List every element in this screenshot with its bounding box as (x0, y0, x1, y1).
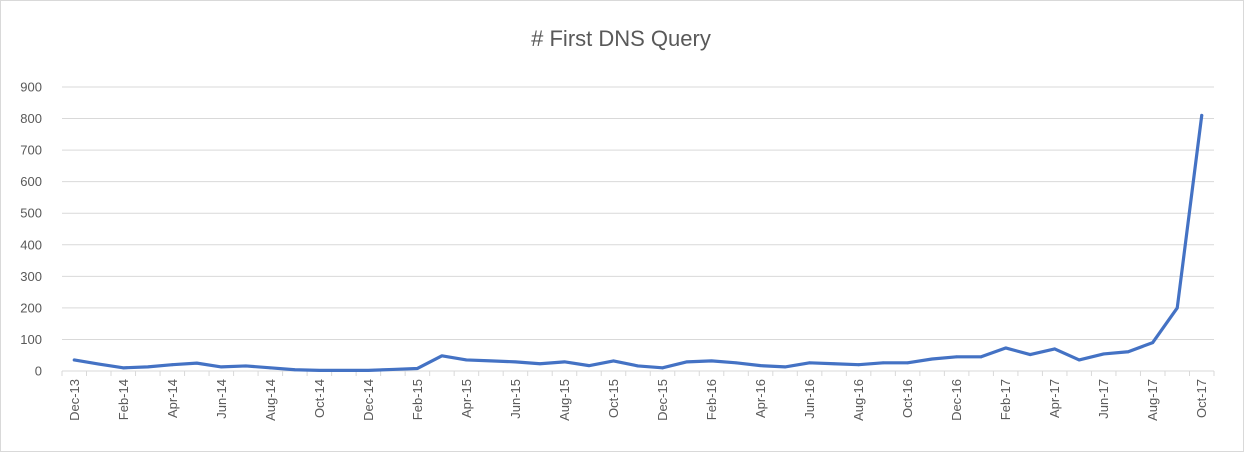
x-tick-label: Dec-16 (949, 379, 964, 421)
y-tick-label: 800 (20, 111, 42, 126)
data-point (1175, 306, 1179, 310)
data-point (685, 360, 689, 364)
y-tick-label: 0 (35, 364, 42, 379)
y-tick-label: 700 (20, 143, 42, 158)
data-point (906, 361, 910, 365)
x-tick-label: Jun-14 (214, 379, 229, 419)
x-tick-label: Feb-14 (116, 379, 131, 420)
x-tick-label: Aug-14 (263, 379, 278, 421)
x-tick-label: Apr-14 (165, 379, 180, 418)
y-tick-label: 400 (20, 237, 42, 252)
data-point (366, 368, 370, 372)
y-tick-label: 200 (20, 300, 42, 315)
data-point (195, 361, 199, 365)
data-point (979, 355, 983, 359)
chart-title: # First DNS Query (531, 26, 711, 51)
data-point (72, 358, 76, 362)
y-tick-label: 500 (20, 206, 42, 221)
data-point (538, 362, 542, 366)
data-point (342, 368, 346, 372)
data-point (734, 361, 738, 365)
data-point (710, 359, 713, 363)
data-point (219, 365, 223, 369)
series-layer (72, 113, 1204, 372)
data-point (930, 357, 934, 361)
data-point (416, 367, 419, 370)
data-point (563, 360, 566, 364)
x-tick-label: Apr-16 (753, 379, 768, 418)
data-point (808, 361, 811, 365)
x-tick-label: Apr-15 (459, 379, 474, 418)
y-tick-label: 300 (20, 269, 42, 284)
data-point (489, 359, 493, 363)
data-point (1102, 352, 1106, 356)
data-point (1151, 341, 1155, 344)
x-tick-label: Aug-17 (1145, 379, 1160, 421)
y-axis: 0 100 200 300 400 500 600 700 800 900 (20, 80, 42, 379)
data-point (1200, 114, 1204, 117)
x-tick-label: Dec-13 (67, 379, 82, 421)
data-point (391, 368, 395, 371)
x-tick-label: Dec-14 (361, 379, 376, 421)
data-point (1028, 353, 1032, 356)
data-point (1004, 346, 1008, 350)
data-point (146, 365, 150, 369)
x-tick-label: Aug-16 (851, 379, 866, 421)
x-tick-label: Jun-15 (508, 379, 523, 419)
gridlines (62, 86, 1214, 340)
y-tick-label: 600 (20, 174, 42, 189)
x-tick-label: Jun-17 (1096, 379, 1111, 419)
data-point (587, 364, 591, 368)
y-tick-label: 900 (20, 80, 42, 95)
data-point (857, 363, 860, 367)
data-point (1077, 358, 1081, 362)
data-point (268, 366, 272, 370)
data-point (612, 359, 615, 363)
series-line-0 (72, 113, 1204, 372)
data-point (97, 362, 101, 366)
x-tick-label: Feb-16 (704, 379, 719, 420)
x-tick-label: Feb-17 (998, 379, 1013, 420)
data-point (636, 364, 640, 368)
data-point (170, 363, 174, 367)
data-point (317, 368, 321, 372)
x-tick-label: Jun-16 (802, 379, 817, 419)
y-tick-label: 100 (20, 332, 42, 347)
x-tick-label: Feb-15 (410, 379, 425, 420)
data-point (440, 354, 444, 358)
x-tick-label: Aug-15 (557, 379, 572, 421)
data-point (121, 366, 125, 370)
data-point (465, 358, 468, 362)
data-point (955, 355, 959, 359)
x-tick-label: Oct-15 (606, 379, 621, 418)
data-point (881, 361, 885, 365)
data-point (1126, 350, 1130, 354)
data-point (832, 362, 836, 366)
data-point (759, 364, 762, 368)
data-point (1053, 347, 1057, 351)
x-tick-label: Oct-17 (1194, 379, 1209, 418)
x-tick-label: Oct-16 (900, 379, 915, 418)
data-point (783, 365, 787, 369)
x-tick-label: Oct-14 (312, 379, 327, 418)
x-tick-label: Dec-15 (655, 379, 670, 421)
data-point (514, 360, 517, 364)
data-point (661, 366, 664, 370)
x-axis: Dec-13 Feb-14 Apr-14 Jun-14 Aug-14 Oct-14 Dec-… (61, 370, 1215, 421)
data-point (244, 364, 248, 368)
x-tick-label: Apr-17 (1047, 379, 1062, 418)
data-point (293, 368, 297, 372)
